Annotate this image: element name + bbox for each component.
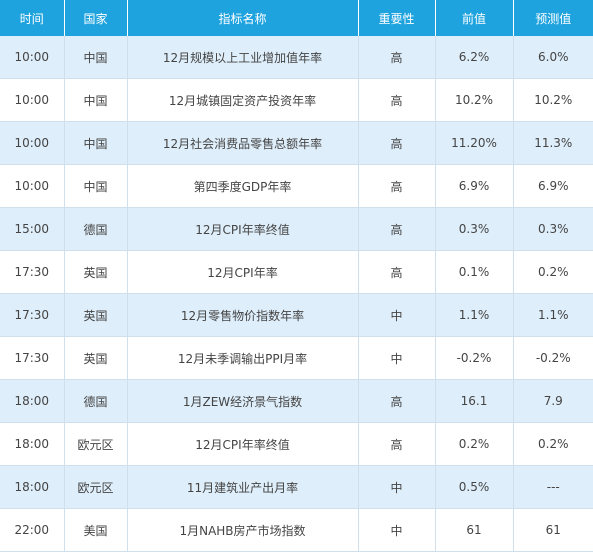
table-row: 22:00 美国 1月NAHB房产市场指数 中 61 61 [0,508,593,552]
cell-indicator: 第四季度GDP年率 [127,164,359,208]
cell-time: 18:00 [0,465,65,509]
cell-forecast: 0.2% [513,422,593,466]
table-row: 17:30 英国 12月未季调输出PPI月率 中 -0.2% -0.2% [0,336,593,380]
cell-time: 17:30 [0,250,65,294]
cell-previous: -0.2% [435,336,514,380]
cell-importance: 高 [358,207,436,251]
cell-indicator: 12月CPI年率终值 [127,422,359,466]
cell-importance: 中 [358,508,436,552]
header-indicator: 指标名称 [127,0,359,36]
cell-time: 10:00 [0,78,65,122]
cell-importance: 中 [358,336,436,380]
cell-forecast: 0.3% [513,207,593,251]
cell-importance: 高 [358,250,436,294]
cell-previous: 0.3% [435,207,514,251]
cell-importance: 中 [358,293,436,337]
cell-indicator: 12月未季调输出PPI月率 [127,336,359,380]
cell-indicator: 12月规模以上工业增加值年率 [127,36,359,79]
header-forecast: 预测值 [513,0,593,36]
cell-previous: 0.5% [435,465,514,509]
cell-importance: 高 [358,36,436,79]
cell-indicator: 1月NAHB房产市场指数 [127,508,359,552]
table-header: 时间 国家 指标名称 重要性 前值 预测值 [0,0,593,36]
header-country: 国家 [64,0,128,36]
cell-previous: 61 [435,508,514,552]
table-row: 10:00 中国 12月社会消费品零售总额年率 高 11.20% 11.3% [0,121,593,165]
cell-forecast: 6.0% [513,36,593,79]
table-row: 18:00 欧元区 12月CPI年率终值 高 0.2% 0.2% [0,422,593,466]
cell-forecast: 7.9 [513,379,593,423]
cell-country: 美国 [64,508,128,552]
cell-indicator: 12月社会消费品零售总额年率 [127,121,359,165]
header-importance: 重要性 [358,0,436,36]
cell-country: 英国 [64,250,128,294]
header-time: 时间 [0,0,65,36]
cell-forecast: 0.2% [513,250,593,294]
table-row: 10:00 中国 12月城镇固定资产投资年率 高 10.2% 10.2% [0,78,593,122]
cell-previous: 10.2% [435,78,514,122]
cell-country: 中国 [64,36,128,79]
cell-time: 17:30 [0,293,65,337]
table-row: 17:30 英国 12月CPI年率 高 0.1% 0.2% [0,250,593,294]
cell-country: 欧元区 [64,465,128,509]
cell-indicator: 12月城镇固定资产投资年率 [127,78,359,122]
cell-forecast: 1.1% [513,293,593,337]
cell-indicator: 1月ZEW经济景气指数 [127,379,359,423]
cell-time: 18:00 [0,422,65,466]
cell-previous: 6.2% [435,36,514,79]
cell-previous: 0.2% [435,422,514,466]
table-row: 18:00 德国 1月ZEW经济景气指数 高 16.1 7.9 [0,379,593,423]
cell-previous: 11.20% [435,121,514,165]
header-row: 时间 国家 指标名称 重要性 前值 预测值 [0,0,593,36]
cell-importance: 高 [358,164,436,208]
cell-time: 10:00 [0,36,65,79]
cell-time: 17:30 [0,336,65,380]
cell-country: 英国 [64,293,128,337]
cell-indicator: 11月建筑业产出月率 [127,465,359,509]
table-body: 10:00 中国 12月规模以上工业增加值年率 高 6.2% 6.0% 10:0… [0,36,593,552]
cell-time: 10:00 [0,121,65,165]
cell-indicator: 12月CPI年率终值 [127,207,359,251]
cell-importance: 高 [358,121,436,165]
header-previous: 前值 [435,0,514,36]
cell-time: 22:00 [0,508,65,552]
cell-forecast: 6.9% [513,164,593,208]
cell-forecast: 10.2% [513,78,593,122]
cell-previous: 16.1 [435,379,514,423]
table-row: 10:00 中国 第四季度GDP年率 高 6.9% 6.9% [0,164,593,208]
cell-previous: 1.1% [435,293,514,337]
cell-time: 18:00 [0,379,65,423]
cell-previous: 6.9% [435,164,514,208]
cell-forecast: -0.2% [513,336,593,380]
cell-time: 10:00 [0,164,65,208]
cell-country: 中国 [64,164,128,208]
table-row: 15:00 德国 12月CPI年率终值 高 0.3% 0.3% [0,207,593,251]
cell-importance: 高 [358,379,436,423]
table-row: 17:30 英国 12月零售物价指数年率 中 1.1% 1.1% [0,293,593,337]
table-row: 18:00 欧元区 11月建筑业产出月率 中 0.5% --- [0,465,593,509]
cell-importance: 中 [358,465,436,509]
cell-forecast: --- [513,465,593,509]
cell-country: 德国 [64,379,128,423]
cell-country: 中国 [64,78,128,122]
cell-country: 德国 [64,207,128,251]
cell-country: 英国 [64,336,128,380]
cell-importance: 高 [358,422,436,466]
cell-forecast: 61 [513,508,593,552]
cell-country: 欧元区 [64,422,128,466]
cell-importance: 高 [358,78,436,122]
cell-previous: 0.1% [435,250,514,294]
cell-indicator: 12月零售物价指数年率 [127,293,359,337]
cell-country: 中国 [64,121,128,165]
table-row: 10:00 中国 12月规模以上工业增加值年率 高 6.2% 6.0% [0,36,593,79]
cell-forecast: 11.3% [513,121,593,165]
cell-time: 15:00 [0,207,65,251]
cell-indicator: 12月CPI年率 [127,250,359,294]
